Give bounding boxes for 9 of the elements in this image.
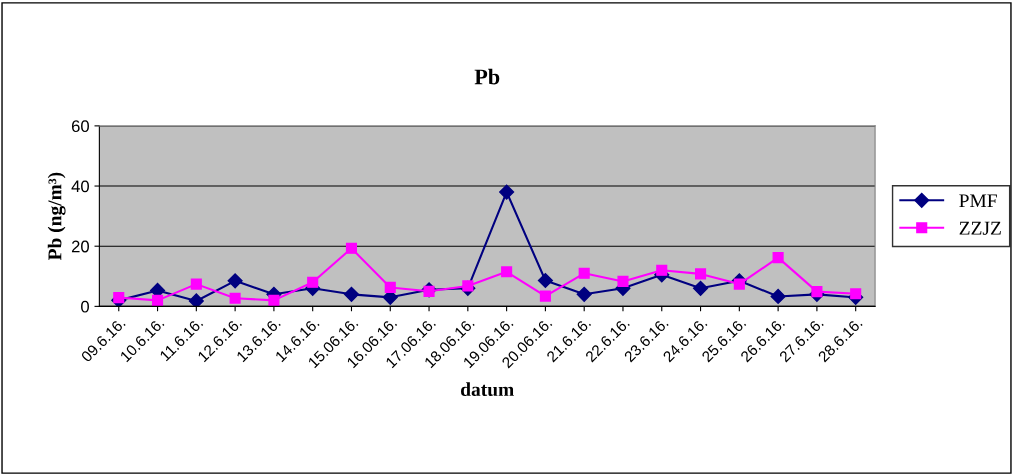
y-tick-label: 60 (71, 120, 89, 133)
x-axis-title: datum (461, 382, 514, 397)
y-axis-title: Pb (ng/m³) (47, 172, 66, 261)
y-tick-label: 0 (81, 300, 89, 313)
legend-label: PMF (959, 194, 997, 208)
chart-title: Pb (474, 68, 500, 85)
legend-label: ZZJZ (959, 221, 1001, 235)
y-tick-label: 20 (71, 240, 89, 253)
y-tick-label: 40 (71, 180, 89, 193)
